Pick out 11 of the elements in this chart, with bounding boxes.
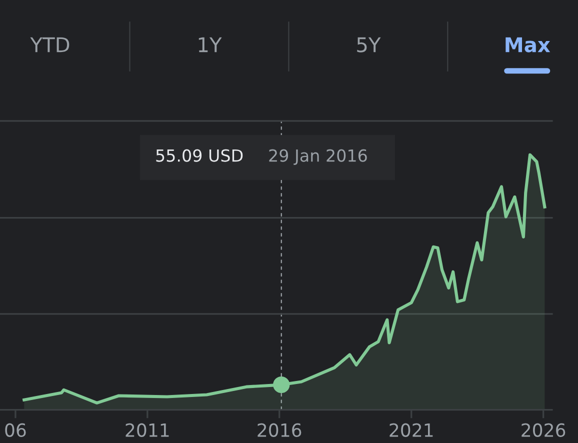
annotation: 55.09 USD xyxy=(156,149,243,162)
x-tick-label: 2011 xyxy=(126,423,169,437)
x-tick-label: 2021 xyxy=(390,423,433,437)
text: 5Y xyxy=(357,37,381,52)
text: YTD xyxy=(30,37,70,52)
x-tick-label: 06 xyxy=(5,423,26,437)
annotation: 29 Jan 2016 xyxy=(269,149,367,165)
x-tick-label: 2016 xyxy=(258,423,302,437)
text: 1Y xyxy=(198,37,222,52)
x-tick-label: 2026 xyxy=(522,423,566,437)
text: Max xyxy=(506,37,550,52)
